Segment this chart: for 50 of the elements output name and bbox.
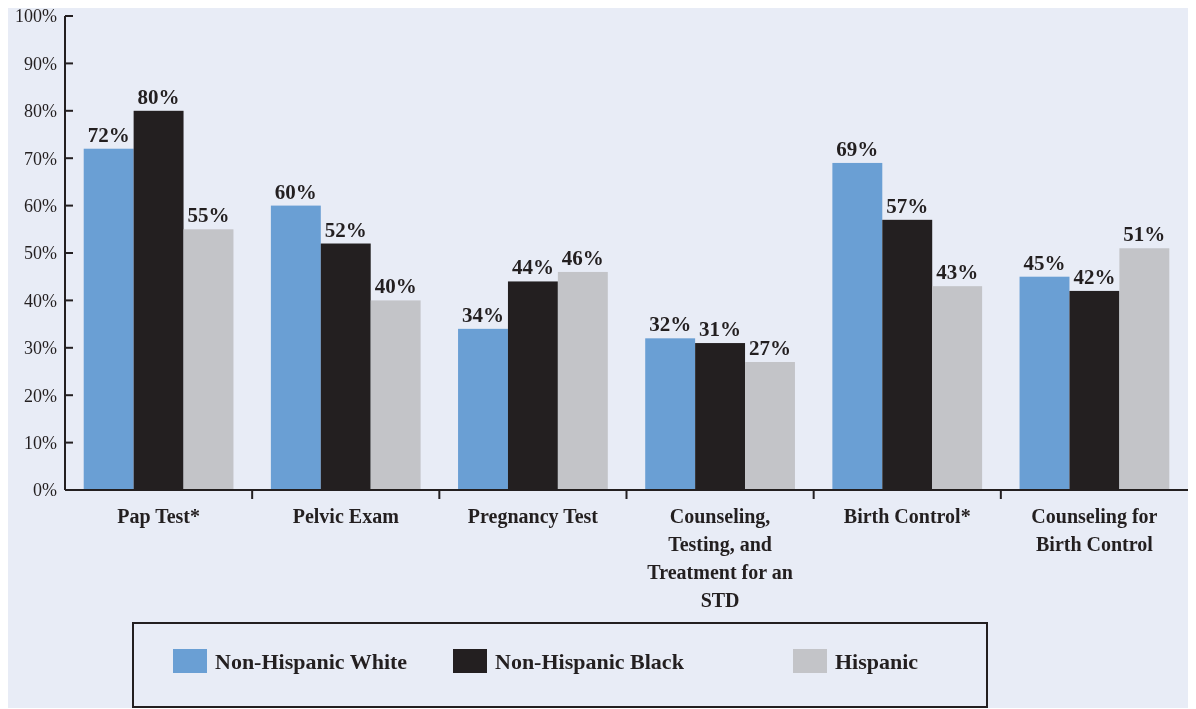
data-label: 40%: [374, 274, 417, 299]
bar: [832, 162, 883, 490]
data-label: 57%: [886, 193, 929, 218]
y-tick-label: 40%: [24, 290, 57, 311]
y-tick-label: 70%: [24, 148, 57, 169]
data-label: 46%: [561, 245, 604, 270]
bar: [932, 286, 983, 490]
x-tick-label: Pregnancy Test: [467, 505, 599, 528]
bar: [83, 148, 134, 490]
bar: [1119, 248, 1170, 490]
data-label: 52%: [324, 217, 367, 242]
x-tick-label: Pelvic Exam: [292, 505, 400, 527]
x-tick-label: Pap Test*: [117, 505, 200, 528]
data-label: 69%: [836, 136, 879, 161]
bar: [458, 328, 508, 490]
bar: [1019, 276, 1070, 490]
data-label: 27%: [748, 336, 791, 361]
data-label: 42%: [1073, 264, 1116, 289]
x-tick-label: Birth Control*: [843, 505, 971, 527]
data-label: 32%: [649, 312, 692, 337]
legend-label: Hispanic: [835, 648, 919, 674]
y-tick-label: 30%: [24, 338, 57, 359]
data-label: 55%: [187, 203, 230, 228]
data-label: 80%: [137, 84, 180, 109]
data-label: 44%: [511, 255, 554, 280]
y-tick-label: 0%: [33, 480, 57, 501]
bar: [270, 205, 321, 490]
data-label: 45%: [1023, 250, 1066, 275]
data-label: 43%: [936, 260, 979, 285]
x-tick-label: Counseling, Testing, and Treatment for an STD: [647, 505, 793, 611]
data-label: 34%: [462, 302, 505, 327]
data-label: 60%: [274, 179, 317, 204]
bar: [745, 362, 795, 490]
bar: [370, 300, 421, 490]
y-tick-label: 100%: [15, 6, 57, 27]
y-tick-label: 50%: [24, 243, 57, 264]
y-tick-label: 90%: [24, 53, 57, 74]
data-label: 51%: [1123, 222, 1166, 247]
y-tick-label: 80%: [24, 101, 57, 122]
bar: [645, 338, 696, 490]
data-label: 72%: [87, 122, 130, 147]
legend-label: Non-Hispanic Black: [495, 648, 685, 674]
bar: [557, 271, 608, 490]
data-label: 31%: [699, 317, 742, 342]
x-tick-label: Counseling for Birth Control: [1031, 505, 1158, 555]
legend-label: Non-Hispanic White: [215, 648, 408, 674]
bar: [183, 229, 234, 490]
y-tick-label: 10%: [24, 432, 57, 453]
y-tick-label: 60%: [24, 195, 57, 216]
y-tick-label: 20%: [24, 385, 57, 406]
